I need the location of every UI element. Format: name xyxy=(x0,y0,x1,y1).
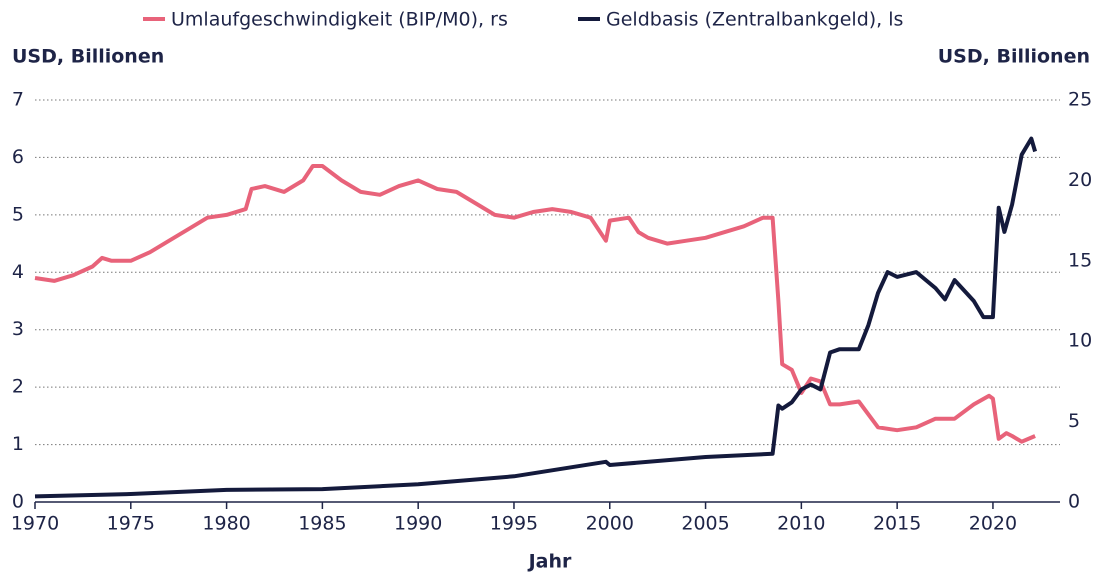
x-tick-label: 1990 xyxy=(394,513,442,535)
y-tick-label: 4 xyxy=(12,261,24,283)
x-tick-label: 2015 xyxy=(873,513,921,535)
legend-swatch xyxy=(143,17,165,21)
x-tick-label: 1995 xyxy=(490,513,538,535)
x-tick-label: 1970 xyxy=(11,513,59,535)
y-tick-label: 7 xyxy=(12,89,24,111)
x-tick-label: 1985 xyxy=(298,513,346,535)
x-tick-label: 1980 xyxy=(202,513,250,535)
y2-tick-label: 0 xyxy=(1068,491,1080,513)
y-tick-label: 1 xyxy=(12,433,24,455)
legend-label: Umlaufgeschwindigkeit (BIP/M0), rs xyxy=(171,9,508,31)
y2-tick-label: 10 xyxy=(1068,330,1092,352)
y2-axis-label: USD, Billionen xyxy=(938,46,1090,68)
x-tick-label: 2010 xyxy=(777,513,825,535)
x-tick-label: 2020 xyxy=(969,513,1017,535)
y-tick-label: 5 xyxy=(12,203,24,225)
x-axis-label: Jahr xyxy=(527,551,572,573)
x-tick-label: 1975 xyxy=(107,513,155,535)
x-tick-label: 2000 xyxy=(586,513,634,535)
legend-label: Geldbasis (Zentralbankgeld), ls xyxy=(606,9,903,31)
y-tick-label: 6 xyxy=(12,146,24,168)
y-tick-label: 2 xyxy=(12,376,24,398)
y2-tick-label: 5 xyxy=(1068,410,1080,432)
y2-tick-label: 25 xyxy=(1068,89,1092,111)
y-tick-label: 3 xyxy=(12,318,24,340)
y2-tick-label: 15 xyxy=(1068,249,1092,271)
line-series xyxy=(34,164,1036,444)
y2-tick-label: 20 xyxy=(1068,169,1092,191)
legend-swatch xyxy=(578,17,600,21)
y-axis-label: USD, Billionen xyxy=(12,46,164,68)
line-series xyxy=(34,136,1038,499)
x-tick-label: 2005 xyxy=(681,513,729,535)
y-tick-label: 0 xyxy=(12,491,24,513)
